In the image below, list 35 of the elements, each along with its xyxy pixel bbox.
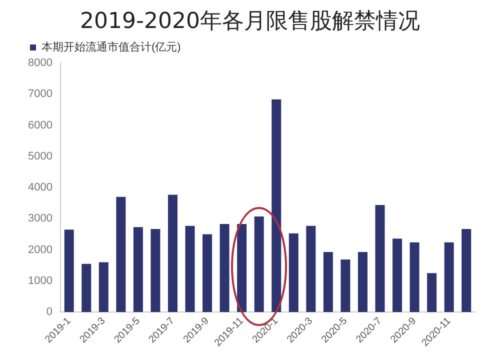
y-tick-label: 7000 xyxy=(28,88,52,100)
bar xyxy=(410,242,420,312)
y-tick-label: 8000 xyxy=(28,57,52,70)
y-tick-label: 4000 xyxy=(28,182,52,194)
chart-title: 2019-2020年各月限售股解禁情况 xyxy=(79,8,421,36)
bar xyxy=(254,216,264,312)
bar xyxy=(116,196,126,312)
y-tick-label: 0 xyxy=(46,306,52,318)
y-tick-label: 1000 xyxy=(28,274,52,287)
bar xyxy=(237,224,247,312)
bar xyxy=(358,252,368,312)
bar xyxy=(323,252,333,312)
bar xyxy=(427,273,437,312)
bar xyxy=(82,264,92,312)
bar xyxy=(133,227,143,312)
bar xyxy=(444,242,454,312)
y-tick-label: 3000 xyxy=(28,212,52,225)
bar xyxy=(64,230,74,312)
bar xyxy=(220,224,230,312)
bar xyxy=(98,262,108,312)
bar xyxy=(340,259,350,312)
y-tick-label: 6000 xyxy=(28,119,52,132)
bar xyxy=(202,234,212,312)
bar xyxy=(375,204,385,312)
y-tick-label: 5000 xyxy=(28,150,52,162)
bar xyxy=(462,228,472,312)
bar xyxy=(150,228,160,312)
bar xyxy=(306,226,316,312)
bar xyxy=(272,99,282,312)
bar xyxy=(185,226,195,312)
bar xyxy=(168,194,178,312)
y-tick-label: 2000 xyxy=(28,244,52,256)
legend-label: 本期开始流通市值合计(亿元) xyxy=(42,40,181,54)
bar xyxy=(288,233,298,312)
bar xyxy=(392,238,402,312)
